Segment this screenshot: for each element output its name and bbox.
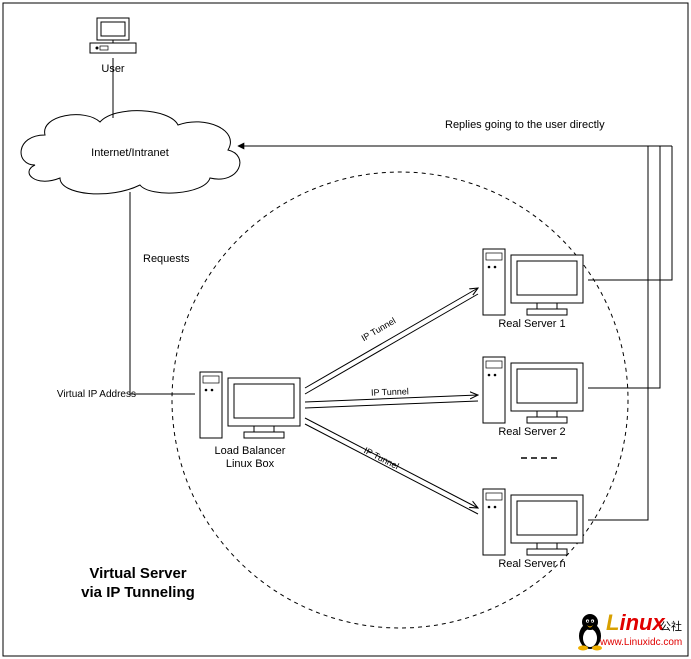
edge-requests bbox=[130, 192, 195, 394]
load-balancer bbox=[200, 372, 300, 438]
edge-reply-s2 bbox=[588, 146, 660, 388]
wm-inux: inux bbox=[619, 610, 665, 635]
lb-label-2: Linux Box bbox=[226, 458, 275, 470]
tunnel-1: IP Tunnel bbox=[305, 288, 478, 394]
tunnel-n: IP Tunnel bbox=[305, 418, 478, 514]
real-server-2 bbox=[483, 357, 583, 423]
svg-text:IP Tunnel: IP Tunnel bbox=[371, 386, 409, 397]
requests-label: Requests bbox=[143, 253, 190, 265]
wm-l: L bbox=[606, 610, 619, 635]
replies-label: Replies going to the user directly bbox=[445, 119, 605, 131]
cloud-label: Internet/Intranet bbox=[91, 147, 169, 159]
tux-icon bbox=[578, 614, 602, 651]
wm-url: www.Linuxidc.com bbox=[599, 637, 682, 648]
vip-label: Virtual IP Address bbox=[57, 389, 136, 400]
tunnel-2: IP Tunnel bbox=[305, 386, 478, 408]
frame bbox=[3, 3, 688, 656]
svg-text:Linux: Linux bbox=[606, 610, 665, 635]
title-line-1: Virtual Server bbox=[89, 565, 186, 582]
lb-label-1: Load Balancer bbox=[215, 445, 286, 457]
real-server-n bbox=[483, 489, 583, 555]
servern-label: Real Server n bbox=[498, 558, 565, 570]
title-line-2: via IP Tunneling bbox=[81, 584, 195, 601]
wm-sub: 公社 bbox=[660, 619, 682, 633]
watermark: Linux 公社 www.Linuxidc.com bbox=[578, 610, 682, 651]
svg-text:IP Tunnel: IP Tunnel bbox=[360, 316, 398, 344]
edge-reply-s1 bbox=[588, 146, 672, 280]
user-pc bbox=[90, 18, 136, 53]
real-server-1 bbox=[483, 249, 583, 315]
svg-text:IP Tunnel: IP Tunnel bbox=[362, 445, 400, 471]
diagram-canvas: User Internet/Intranet Requests Virtual … bbox=[0, 0, 691, 659]
server2-label: Real Server 2 bbox=[498, 426, 565, 438]
server1-label: Real Server 1 bbox=[498, 318, 565, 330]
